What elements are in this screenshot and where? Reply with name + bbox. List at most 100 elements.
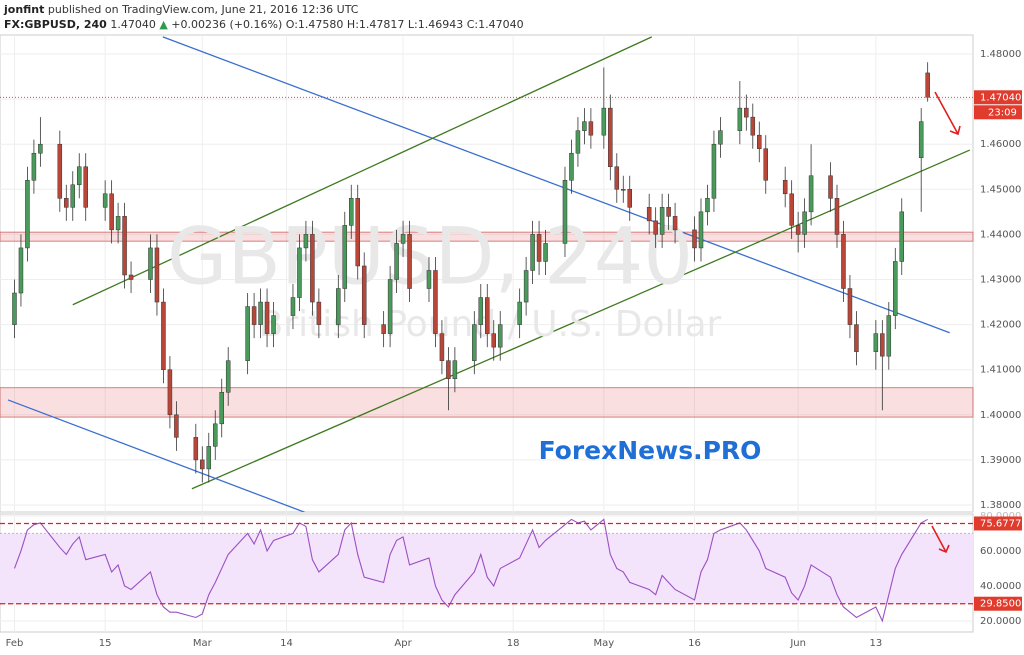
candle-body [258,301,263,325]
level-tag [974,516,1022,531]
candle-body [523,270,529,303]
arrow-shaft [934,91,959,135]
candle-body [70,184,76,208]
candle-body [653,220,658,235]
candle-body [400,234,406,244]
candle-body [12,292,17,325]
x-tick-label: Apr [394,638,412,649]
candle-body [854,324,859,352]
candle-body [18,247,24,294]
candle-body [342,225,348,289]
candle-body [452,360,458,379]
candle-body [245,306,250,361]
trendline [162,36,950,334]
candle-body [83,166,88,208]
candle-body [161,301,166,370]
candle-body [802,211,807,235]
y-tick-label: 1.44000 [980,229,1021,240]
x-tick-label: 13 [869,638,882,649]
candle-body [394,243,399,280]
x-tick-label: 14 [280,638,293,649]
candle-body [582,121,587,131]
trendline [7,399,305,512]
arrow-head [938,544,950,554]
candle-body [601,107,607,136]
candle-body [439,333,445,361]
zone [0,231,974,242]
y-tick-label: 80.0000 [980,511,1021,522]
candle-body [154,247,160,303]
candle-body [57,143,63,199]
candle-body [575,130,581,154]
x-tick-label: May [593,638,614,649]
candle-body [562,180,568,244]
candle-body [407,234,412,289]
y-tick-label: 20.0000 [980,616,1021,627]
price-tag [974,90,1022,105]
candle-body [219,392,224,425]
candle-body [271,315,276,334]
trendline [72,36,653,306]
watermark: GBPUSD, 240 [167,212,693,302]
ohlc: C:1.47040 [466,18,524,31]
candle-body [828,175,833,199]
y-tick-label: 1.40000 [980,410,1021,421]
candle-body [608,107,613,167]
candle-body [750,116,756,136]
candle-body [122,216,127,276]
header-line: jonfint published on TradingView.com, Ju… [4,2,524,17]
candle-body [795,225,801,235]
candle-body [834,198,840,235]
candle-body [705,198,710,213]
y-tick-label: 1.43000 [980,274,1021,285]
candle-body [536,234,542,262]
candle-body [737,107,743,131]
rsi-line [13,518,928,623]
candle-body [38,143,43,154]
candle-body [76,166,82,186]
candle-body [569,152,574,181]
candle-body [530,234,535,271]
header-line: FX:GBPUSD, 240 1.47040 ▲ +0.00236 (+0.16… [4,17,524,32]
candle-body [355,198,360,267]
candle-body [627,189,632,208]
header: jonfint published on TradingView.com, Ju… [4,2,524,32]
candle-body [336,288,341,325]
published: published on TradingView.com, June 21, 2… [47,3,359,16]
candle-body [206,446,212,470]
arrow-shaft [931,525,947,553]
candle-body [264,301,270,334]
y-tick-label: 1.46000 [980,139,1021,150]
candle-body [433,270,438,334]
candle-body [128,274,134,280]
y-tick-label: 1.39000 [980,455,1021,466]
x-tick-label: Jun [789,638,806,649]
candle-body [212,423,218,447]
x-tick-label: 18 [507,638,520,649]
candle-body [711,143,717,199]
countdown-tag [974,105,1022,120]
candle-body [873,333,879,352]
candle-body [886,315,892,357]
author[interactable]: jonfint [4,3,45,16]
candle-body [446,360,451,379]
candle-body [789,193,794,226]
level-tag-label: 29.8500 [980,599,1021,610]
arrow [931,91,961,554]
candle-body [893,261,898,316]
zone [0,387,974,418]
candle-body [200,459,205,470]
annotation: ForexNews.PRO [539,436,762,465]
candle-body [193,437,199,461]
candle-body [381,324,386,334]
ohlc: H:1.47817 [346,18,405,31]
candle-body [847,288,853,325]
candle-body [588,121,594,136]
symbol: FX:GBPUSD, 240 [4,18,107,31]
candle-body [115,216,121,231]
candle-body [225,360,231,393]
y-tick-label: 1.38000 [980,500,1021,511]
x-tick-label: Mar [193,638,213,649]
y-tick-label: 60.0000 [980,546,1021,557]
